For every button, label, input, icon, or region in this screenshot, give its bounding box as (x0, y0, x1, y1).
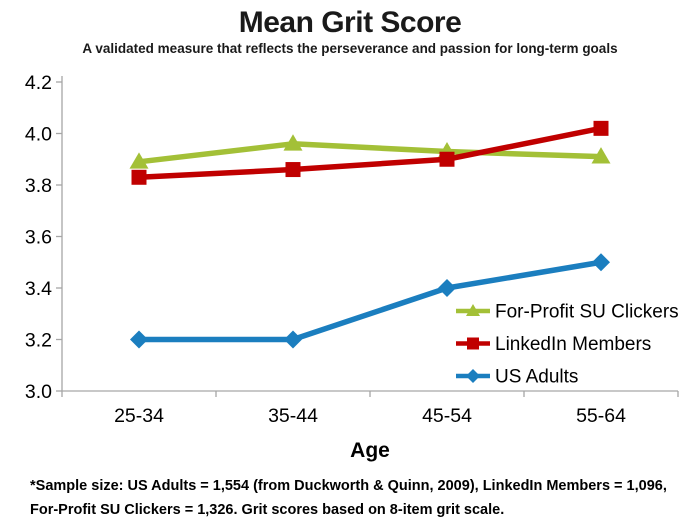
footnote-line-1: *Sample size: US Adults = 1,554 (from Du… (30, 478, 667, 494)
series-marker-1 (129, 152, 149, 169)
y-tick-label: 3.4 (25, 278, 52, 300)
series-marker-3 (284, 330, 302, 349)
legend-label-2: LinkedIn Members (495, 334, 651, 355)
legend-marker-1 (466, 304, 480, 317)
series-marker-3 (130, 330, 148, 349)
x-tick-label: 45-54 (422, 405, 472, 427)
legend-label-1: For-Profit SU Clickers (495, 302, 679, 323)
series-line-3 (136, 259, 604, 343)
chart-subtitle: A validated measure that reflects the pe… (82, 41, 618, 56)
series-marker-2 (439, 151, 455, 167)
x-tick-label: 25-34 (114, 405, 164, 427)
y-tick-label: 4.2 (25, 72, 52, 94)
x-axis-title: Age (350, 439, 390, 462)
footnote-line-2: For-Profit SU Clickers = 1,326. Grit sco… (30, 502, 505, 518)
legend-marker-2 (467, 337, 479, 350)
y-tick-label: 3.0 (25, 381, 52, 403)
y-tick-label: 3.8 (25, 175, 52, 197)
x-tick-label: 35-44 (268, 405, 318, 427)
series-line-1 (136, 141, 604, 165)
x-tick-label: 55-64 (576, 405, 626, 427)
chart-title: Mean Grit Score (238, 6, 462, 39)
y-tick-label: 3.2 (25, 330, 52, 352)
y-tick-label: 4.0 (25, 124, 52, 146)
series-marker-3 (592, 253, 610, 272)
series-marker-1 (283, 134, 303, 151)
series-marker-2 (285, 162, 301, 178)
legend-label-3: US Adults (495, 367, 578, 388)
footnote: *Sample size: US Adults = 1,554 (from Du… (30, 474, 680, 522)
series-marker-1 (591, 147, 611, 164)
y-tick-label: 3.6 (25, 227, 52, 249)
series-marker-2 (131, 169, 147, 185)
series-marker-2 (593, 120, 609, 136)
series-marker-3 (438, 279, 456, 297)
series-line-2 (136, 125, 604, 181)
legend-marker-3 (466, 369, 480, 383)
